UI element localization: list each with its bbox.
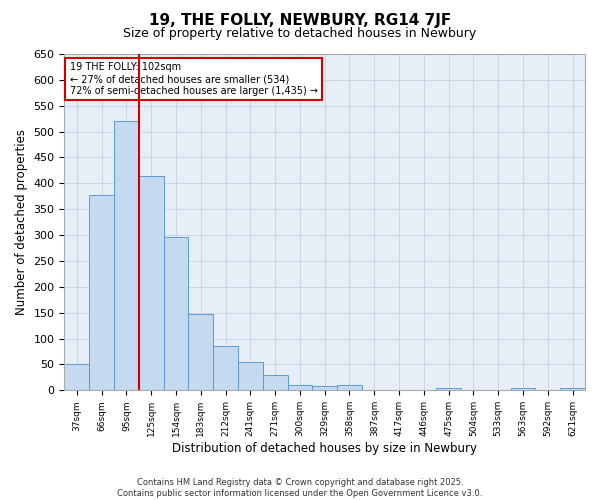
Bar <box>263 375 287 390</box>
Text: 19, THE FOLLY, NEWBURY, RG14 7JF: 19, THE FOLLY, NEWBURY, RG14 7JF <box>149 12 451 28</box>
Text: Size of property relative to detached houses in Newbury: Size of property relative to detached ho… <box>124 28 476 40</box>
Bar <box>213 346 238 391</box>
Bar <box>436 388 461 390</box>
Bar <box>188 314 213 390</box>
Bar <box>337 385 362 390</box>
Bar <box>139 176 164 390</box>
Bar <box>114 122 139 390</box>
Bar <box>164 236 188 390</box>
Y-axis label: Number of detached properties: Number of detached properties <box>15 129 28 315</box>
Bar <box>89 194 114 390</box>
Bar <box>287 385 313 390</box>
Bar <box>511 388 535 390</box>
Text: Contains HM Land Registry data © Crown copyright and database right 2025.
Contai: Contains HM Land Registry data © Crown c… <box>118 478 482 498</box>
Bar <box>560 388 585 390</box>
Text: 19 THE FOLLY: 102sqm
← 27% of detached houses are smaller (534)
72% of semi-deta: 19 THE FOLLY: 102sqm ← 27% of detached h… <box>70 62 317 96</box>
X-axis label: Distribution of detached houses by size in Newbury: Distribution of detached houses by size … <box>172 442 477 455</box>
Bar <box>64 364 89 390</box>
Bar <box>313 386 337 390</box>
Bar <box>238 362 263 390</box>
